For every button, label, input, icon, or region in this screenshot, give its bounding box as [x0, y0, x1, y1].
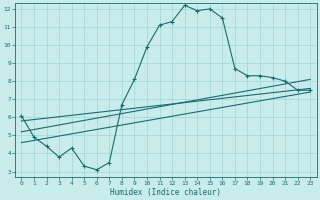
- X-axis label: Humidex (Indice chaleur): Humidex (Indice chaleur): [110, 188, 221, 197]
